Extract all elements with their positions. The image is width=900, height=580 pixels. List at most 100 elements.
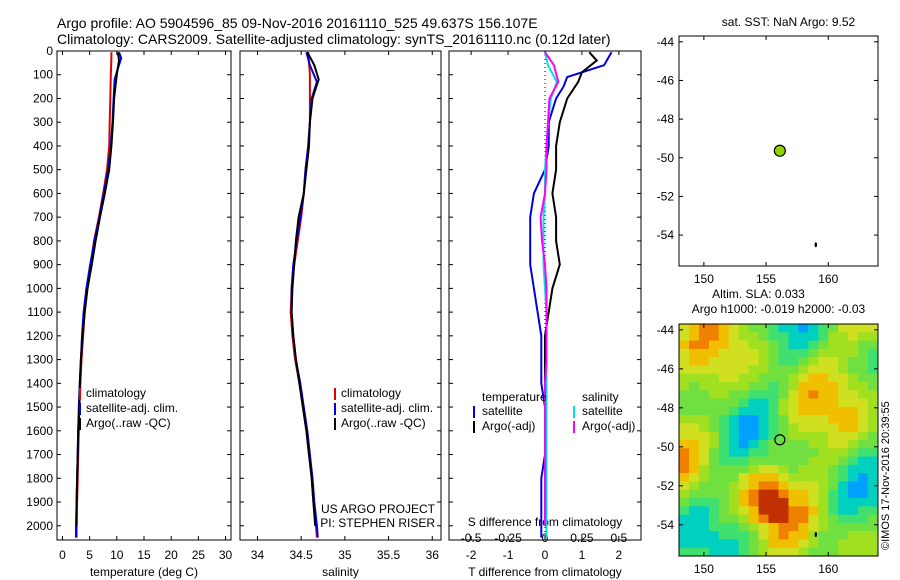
sla-heatmap-cell — [698, 340, 710, 350]
project-label: US ARGO PROJECT — [321, 502, 436, 516]
sla-heatmap-cell — [728, 398, 740, 408]
sla-heatmap-cell — [798, 332, 809, 342]
sla-heatmap-cell — [689, 456, 700, 466]
difference-legend-title: temperature — [482, 390, 547, 404]
sla-heatmap-cell — [728, 448, 740, 458]
sla-heatmap-cell — [679, 423, 690, 433]
temperature-xtick-label: 20 — [165, 548, 179, 562]
sla-heatmap-cell — [748, 423, 760, 433]
sla-heatmap-cell — [708, 348, 720, 358]
sla-heatmap-cell — [818, 506, 829, 516]
sla-heatmap-cell — [718, 440, 730, 449]
sla-heatmap-cell — [698, 514, 710, 524]
sla-heatmap-cell — [788, 373, 799, 383]
sla-heatmap-cell — [788, 332, 799, 342]
sla-heatmap-cell — [718, 506, 730, 516]
sla-heatmap-cell — [838, 547, 849, 557]
sla-heatmap-cell — [838, 406, 849, 416]
sla-heatmap-cell — [748, 373, 760, 383]
location-map-title: sat. SST: NaN Argo: 9.52 — [722, 15, 856, 29]
sla-heatmap-cell — [868, 514, 879, 524]
sla-heatmap-cell — [768, 365, 779, 375]
sla-heatmap-cell — [798, 357, 809, 366]
sla-heatmap-cell — [808, 324, 819, 333]
sla-heatmap-cell — [679, 514, 690, 524]
sla-heatmap-cell — [838, 348, 849, 358]
sla-heatmap-cell — [778, 406, 789, 416]
sla-heatmap-cell — [798, 498, 809, 507]
sla-heatmap-cell — [808, 365, 819, 375]
sla-heatmap-cell — [838, 489, 849, 499]
sla-heatmap-cell — [788, 547, 799, 557]
sla-heatmap-cell — [848, 481, 859, 491]
sla-heatmap-cell — [828, 456, 839, 466]
sla-heatmap-cell — [748, 357, 760, 366]
sla-heatmap-cell — [758, 332, 770, 342]
sla-heatmap-cell — [768, 357, 779, 366]
location-frame — [678, 35, 879, 267]
sla-heatmap-cell — [838, 340, 849, 350]
sla-heatmap-cell — [788, 431, 799, 441]
sla-heatmap-cell — [858, 547, 869, 557]
sla-heatmap-cell — [689, 431, 700, 441]
sla-heatmap-cell — [798, 456, 809, 466]
sla-heatmap-cell — [868, 522, 879, 532]
sla-heatmap-cell — [798, 348, 809, 358]
sla-heatmap-cell — [828, 489, 839, 499]
sla-heatmap-cell — [708, 406, 720, 416]
sla-heatmap-cell — [698, 348, 710, 358]
sla-heatmap-cell — [728, 406, 740, 416]
sla-heatmap-cell — [858, 489, 869, 499]
sla-heatmap-cell — [818, 373, 829, 383]
sla-heatmap-cell — [679, 440, 690, 449]
difference-series-1 — [544, 51, 599, 526]
sla-heatmap-cell — [798, 547, 809, 557]
sla-heatmap-cell — [828, 365, 839, 375]
depth-tick-label: 1700 — [26, 448, 53, 462]
sla-heatmap-cell — [858, 448, 869, 458]
sla-heatmap-cell — [818, 473, 829, 482]
sla-heatmap-cell — [728, 431, 740, 441]
sla-heatmap-cell — [808, 531, 819, 540]
sla-heatmap-cell — [708, 506, 720, 516]
sla-heatmap-cell — [728, 382, 740, 391]
sla-heatmap-cell — [838, 473, 849, 482]
sla-heatmap-cell — [818, 522, 829, 532]
sla-heatmap-cell — [858, 431, 869, 441]
sla-heatmap-cell — [868, 390, 879, 400]
sla-heatmap-cell — [868, 531, 879, 540]
sla-heatmap-cell — [778, 514, 789, 524]
salinity-legend-label: Argo(..raw -QC) — [341, 416, 426, 430]
sla-heatmap-cell — [718, 382, 730, 391]
salinity-xtick-label: 35.5 — [377, 548, 401, 562]
salinity-xlabel: salinity — [322, 565, 359, 579]
sla-heatmap-cell — [818, 357, 829, 366]
sla-heatmap-cell — [848, 373, 859, 383]
sla-heatmap-cell — [858, 531, 869, 540]
sla-heatmap-cell — [698, 382, 710, 391]
sla-heatmap-cell — [758, 357, 770, 366]
sla-heatmap-cell — [738, 382, 750, 391]
depth-tick-label: 1100 — [27, 305, 53, 319]
sla-heatmap-cell — [778, 332, 789, 342]
sla-heatmap-cell — [758, 382, 770, 391]
sla-heatmap-cell — [748, 522, 760, 532]
difference-legend-label: Argo(-adj) — [482, 419, 535, 433]
sla-heatmap-cell — [788, 324, 799, 333]
sla-heatmap-cell — [808, 464, 819, 474]
sla-heatmap-cell — [818, 348, 829, 358]
sla-heatmap-cell — [818, 489, 829, 499]
sla-heatmap-cell — [768, 498, 779, 507]
sla-heatmap-cell — [768, 506, 779, 516]
sla-heatmap-cell — [698, 365, 710, 375]
sla-heatmap-cell — [738, 448, 750, 458]
sla-heatmap-cell — [679, 464, 690, 474]
difference-profile-panel: -2 -1 0 1 2 T difference from climatology -0.5… — [448, 50, 642, 579]
sla-heatmap-cell — [778, 440, 789, 449]
sla-heatmap-cell — [848, 514, 859, 524]
island-mark — [814, 242, 818, 248]
sla-heatmap-cell — [708, 324, 720, 333]
sla-heatmap-cell — [689, 390, 700, 400]
sla-heatmap-cell — [868, 506, 879, 516]
sla-heatmap-cell — [698, 324, 710, 333]
